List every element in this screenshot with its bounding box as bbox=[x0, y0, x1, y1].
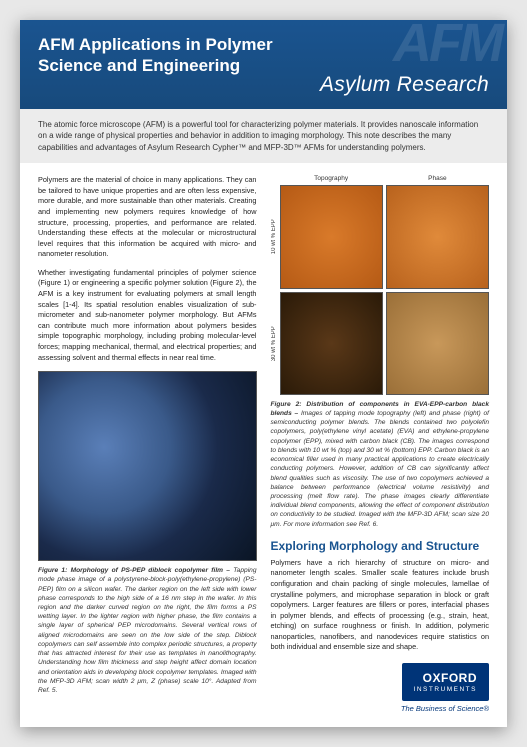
document-page: AFM AFM Applications in Polymer Science … bbox=[20, 20, 507, 727]
intro-summary: The atomic force microscope (AFM) is a p… bbox=[20, 109, 507, 164]
paragraph: Polymers have a rich hierarchy of struct… bbox=[271, 558, 490, 653]
logo-subtext: INSTRUMENTS bbox=[414, 686, 477, 693]
row-label-10wt: 10 wt % EPP bbox=[271, 185, 277, 288]
figure-2-tile bbox=[386, 185, 489, 288]
figure-1-image bbox=[38, 371, 257, 561]
content-area: Polymers are the material of choice in m… bbox=[20, 163, 507, 727]
figure-1-label: Figure 1: Morphology of PS-PEP diblock c… bbox=[38, 567, 233, 574]
logo-container: OXFORD INSTRUMENTS The Business of Scien… bbox=[271, 663, 490, 713]
header-banner: AFM AFM Applications in Polymer Science … bbox=[20, 20, 507, 109]
figure-2-tile bbox=[280, 185, 383, 288]
figure-2-text: Images of tapping mode topography (left)… bbox=[271, 410, 490, 528]
figure-1-caption: Figure 1: Morphology of PS-PEP diblock c… bbox=[38, 566, 257, 695]
col-header-phase: Phase bbox=[386, 175, 489, 182]
section-heading: Exploring Morphology and Structure bbox=[271, 539, 490, 553]
logo-tagline: The Business of Science® bbox=[271, 704, 490, 713]
logo-name: OXFORD bbox=[423, 671, 477, 685]
header-subtitle: Asylum Research bbox=[38, 73, 489, 97]
paragraph: Polymers are the material of choice in m… bbox=[38, 175, 257, 260]
col-header-topography: Topography bbox=[280, 175, 383, 182]
figure-1-text: Tapping mode phase image of a polystyren… bbox=[38, 567, 257, 694]
figure-2-caption: Figure 2: Distribution of components in … bbox=[271, 400, 490, 529]
right-column: Topography Phase 10 wt % EPP 30 wt % EPP… bbox=[271, 175, 490, 713]
paragraph: Whether investigating fundamental princi… bbox=[38, 268, 257, 363]
figure-2-grid: Topography Phase 10 wt % EPP 30 wt % EPP bbox=[271, 175, 490, 395]
left-column: Polymers are the material of choice in m… bbox=[38, 175, 257, 713]
row-label-30wt: 30 wt % EPP bbox=[271, 292, 277, 395]
oxford-logo: OXFORD INSTRUMENTS bbox=[402, 663, 489, 701]
figure-2-tile bbox=[386, 292, 489, 395]
page-title: AFM Applications in Polymer Science and … bbox=[38, 34, 489, 77]
figure-2-tile bbox=[280, 292, 383, 395]
